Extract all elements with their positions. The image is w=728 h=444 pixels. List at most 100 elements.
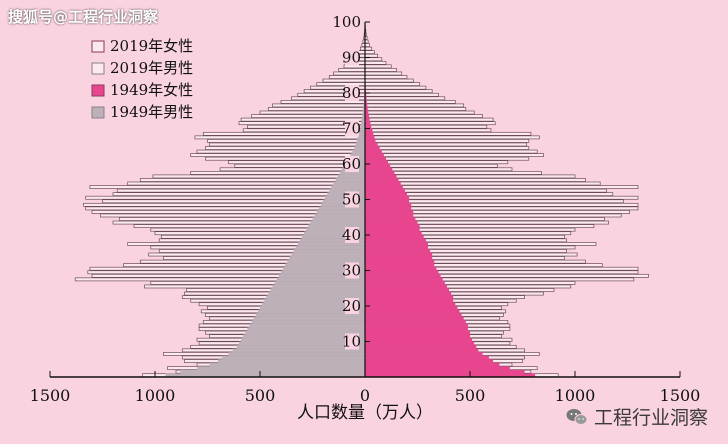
bar-2019-female [364,50,375,55]
bar-1949-male [339,171,365,175]
bar-1949-male [253,316,365,321]
bar-1949-female [365,188,405,193]
bar-2019-male [251,114,366,118]
bar-2019-male [209,142,366,147]
y-tick-label: 30 [342,262,361,280]
bar-1949-female [365,114,369,119]
bar-1949-female [365,167,393,172]
bar-1949-male [197,366,365,371]
bar-2019-male [196,149,366,154]
bar-2019-female [364,117,494,122]
bar-1949-male [335,178,365,182]
bar-1949-female [365,274,441,278]
bar-1949-female [365,128,373,133]
bar-1949-female [365,362,500,367]
bar-1949-female [365,156,386,161]
bar-2019-female [364,68,397,72]
legend-swatch [91,106,105,119]
x-tick-label: 500 [455,386,486,405]
y-tick-label-bg [345,227,359,243]
bar-2019-female [364,124,488,129]
bar-2019-female [364,128,492,133]
wechat-icon [566,408,588,425]
bar-2019-female [364,78,414,83]
bar-1949-female [365,284,447,289]
bar-1949-male [236,345,365,349]
bar-2019-male [194,135,366,140]
bar-1949-female [365,330,470,335]
bar-1949-female [365,135,375,140]
legend-swatch [91,40,105,53]
bar-1949-female [365,124,372,129]
bar-1949-male [264,298,365,303]
bar-1949-female [365,210,414,214]
bar-1949-female [365,348,479,353]
bar-1949-male [249,323,365,328]
y-tick-label-bg [345,156,359,172]
bar-1949-female [365,100,367,104]
bar-1949-female [365,238,426,243]
bar-2019-male [89,185,366,189]
bar-1949-female [365,309,460,314]
bar-1949-female [365,203,412,207]
bar-1949-female [365,306,458,310]
bar-1949-male [299,238,365,243]
y-tick-label: 20 [342,297,361,315]
bar-1949-male [291,252,365,257]
y-tick-label: 60 [342,155,361,173]
bar-2019-female [364,43,370,47]
y-tick-label-bg [345,85,359,101]
bar-1949-male [360,124,365,129]
bar-1949-female [365,288,449,292]
bar-2019-female [364,46,373,51]
bar-1949-female [365,313,462,317]
bar-1949-male [243,334,365,339]
bar-2019-female [364,60,387,65]
bar-1949-female [365,139,376,143]
watermark-bottom-text: 工程行业洞察 [593,407,708,429]
bar-2019-male [116,188,366,193]
watermark-top: 搜狐号@工程行业洞察 [8,8,159,26]
bar-1949-male [247,327,365,332]
bar-1949-male [274,281,365,285]
bar-1949-female [365,160,389,165]
bar-1949-male [255,313,365,317]
bar-2019-male [268,107,366,111]
bar-1949-male [232,348,365,353]
y-tick-label-bg [345,298,359,314]
bar-1949-male [331,185,365,190]
x-tick-label: 500 [245,386,276,405]
bar-1949-male [180,369,365,374]
bar-1949-male [362,114,365,119]
bar-2019-male [360,46,366,51]
x-tick-label: 1000 [135,386,176,405]
bar-1949-male [337,174,365,179]
bar-2019-male [205,146,366,150]
bar-1949-male [209,362,365,367]
bar-1949-male [350,153,365,158]
bar-1949-female [365,281,445,285]
y-tick-label: 70 [342,120,361,138]
bar-1949-male [241,337,365,342]
bar-1949-male [283,266,365,271]
bar-1949-male [363,103,365,108]
x-tick-label: 1500 [660,386,701,405]
x-tick-label: 0 [360,386,370,405]
legend-label: 2019年男性 [110,59,193,77]
bar-1949-female [365,298,454,303]
bar-2019-male [139,178,366,182]
bar-2019-female [364,135,540,140]
y-tick-label-bg [345,120,359,137]
bar-1949-female [365,359,494,363]
bar-2019-female [364,149,538,154]
bar-1949-male [355,142,365,147]
bar-1949-female [365,224,420,229]
bar-1949-female [365,263,435,268]
bar-1949-female [365,323,468,328]
bar-1949-female [365,171,395,175]
bar-1949-female [365,103,368,108]
bar-2019-female [364,114,483,118]
bar-2019-female [364,142,528,147]
bar-1949-male [329,188,365,193]
bar-1949-female [365,259,435,264]
